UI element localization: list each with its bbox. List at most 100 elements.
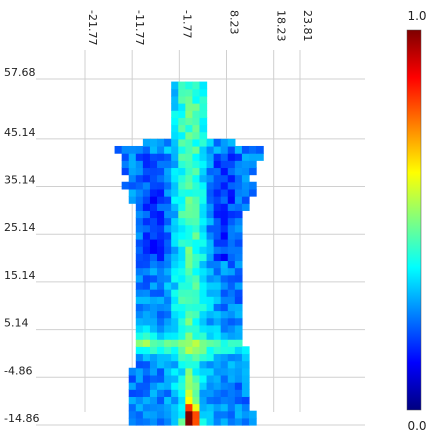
heatmap-cell: [164, 332, 172, 340]
heatmap-cell: [157, 253, 165, 261]
heatmap-cell: [214, 368, 222, 376]
heatmap-cell: [207, 182, 215, 190]
heatmap-cell: [214, 218, 222, 226]
heatmap-cell: [129, 418, 137, 426]
heatmap-cell: [178, 160, 186, 168]
heatmap-cell: [214, 196, 222, 204]
heatmap-cell: [228, 196, 236, 204]
heatmap-cell: [221, 160, 229, 168]
heatmap-cell: [136, 246, 144, 254]
heatmap-cell: [143, 418, 151, 426]
heatmap-cell: [185, 189, 193, 197]
heatmap-cell: [143, 139, 151, 147]
heatmap-cell: [228, 153, 236, 161]
heatmap-cell: [249, 153, 257, 161]
heatmap-cell: [178, 396, 186, 404]
heatmap-cell: [207, 296, 215, 304]
heatmap-cell: [235, 239, 243, 247]
heatmap-cell: [185, 346, 193, 354]
heatmap-cell: [171, 225, 179, 233]
heatmap-cell: [185, 153, 193, 161]
heatmap-cell: [192, 318, 200, 326]
heatmap-cell: [164, 146, 172, 154]
heatmap-cell: [171, 82, 179, 90]
heatmap-cell: [185, 167, 193, 175]
heatmap-cell: [185, 218, 193, 226]
heatmap-cell: [221, 318, 229, 326]
heatmap-cell: [214, 411, 222, 419]
heatmap-cell: [221, 246, 229, 254]
heatmap-cell: [171, 382, 179, 390]
heatmap-cell: [228, 346, 236, 354]
heatmap-cell: [221, 346, 229, 354]
heatmap-cell: [150, 325, 158, 333]
heatmap-cell: [199, 232, 207, 240]
y-tick-label: -14.86: [4, 412, 39, 425]
heatmap-cell: [178, 311, 186, 319]
y-tick-label: 57.68: [4, 66, 36, 79]
heatmap-cell: [157, 160, 165, 168]
heatmap-cell: [214, 418, 222, 426]
heatmap-cell: [192, 210, 200, 218]
heatmap-cell: [143, 275, 151, 283]
heatmap-cell: [185, 404, 193, 412]
heatmap-cell: [171, 275, 179, 283]
heatmap-cell: [129, 160, 137, 168]
heatmap-cell: [178, 182, 186, 190]
heatmap-cell: [178, 375, 186, 383]
heatmap-cell: [214, 346, 222, 354]
heatmap-cell: [164, 225, 172, 233]
heatmap-cell: [164, 182, 172, 190]
heatmap-cell: [178, 282, 186, 290]
heatmap-cell: [221, 239, 229, 247]
heatmap-cell: [207, 353, 215, 361]
heatmap-cell: [249, 167, 257, 175]
heatmap-cell: [199, 368, 207, 376]
colorbar-min-label: 0.0: [407, 419, 426, 433]
heatmap-cell: [185, 311, 193, 319]
heatmap-cell: [199, 418, 207, 426]
heatmap-cell: [228, 361, 236, 369]
heatmap-cell: [235, 225, 243, 233]
heatmap-cell: [178, 361, 186, 369]
heatmap-cell: [214, 404, 222, 412]
heatmap-cell: [221, 353, 229, 361]
heatmap-cell: [164, 139, 172, 147]
heatmap-cell: [150, 189, 158, 197]
heatmap-cell: [228, 203, 236, 211]
heatmap-cell: [235, 203, 243, 211]
heatmap-cell: [228, 418, 236, 426]
heatmap-cell: [157, 375, 165, 383]
heatmap-cell: [178, 275, 186, 283]
heatmap-cell: [136, 332, 144, 340]
heatmap-cell: [157, 218, 165, 226]
y-tick-label: 45.14: [4, 126, 36, 139]
heatmap-cell: [207, 346, 215, 354]
heatmap-cell: [164, 175, 172, 183]
heatmap-cell: [129, 189, 137, 197]
heatmap-cell: [136, 203, 144, 211]
heatmap-cell: [171, 203, 179, 211]
heatmap-cell: [157, 339, 165, 347]
heatmap-cell: [164, 346, 172, 354]
heatmap-cell: [235, 160, 243, 168]
heatmap-cell: [185, 275, 193, 283]
heatmap-cell: [192, 96, 200, 104]
heatmap-cell: [171, 196, 179, 204]
heatmap-cell: [214, 260, 222, 268]
heatmap-cell: [164, 411, 172, 419]
heatmap-cell: [164, 296, 172, 304]
heatmap-cell: [185, 125, 193, 133]
heatmap-cell: [221, 167, 229, 175]
heatmap-cell: [171, 311, 179, 319]
heatmap-cell: [256, 146, 264, 154]
heatmap-cell: [192, 353, 200, 361]
heatmap-cell: [157, 396, 165, 404]
heatmap-cell: [221, 210, 229, 218]
heatmap-cell: [143, 160, 151, 168]
heatmap-cell: [171, 103, 179, 111]
heatmap-cell: [164, 325, 172, 333]
heatmap-cell: [185, 339, 193, 347]
heatmap-cell: [171, 303, 179, 311]
heatmap-cell: [171, 353, 179, 361]
